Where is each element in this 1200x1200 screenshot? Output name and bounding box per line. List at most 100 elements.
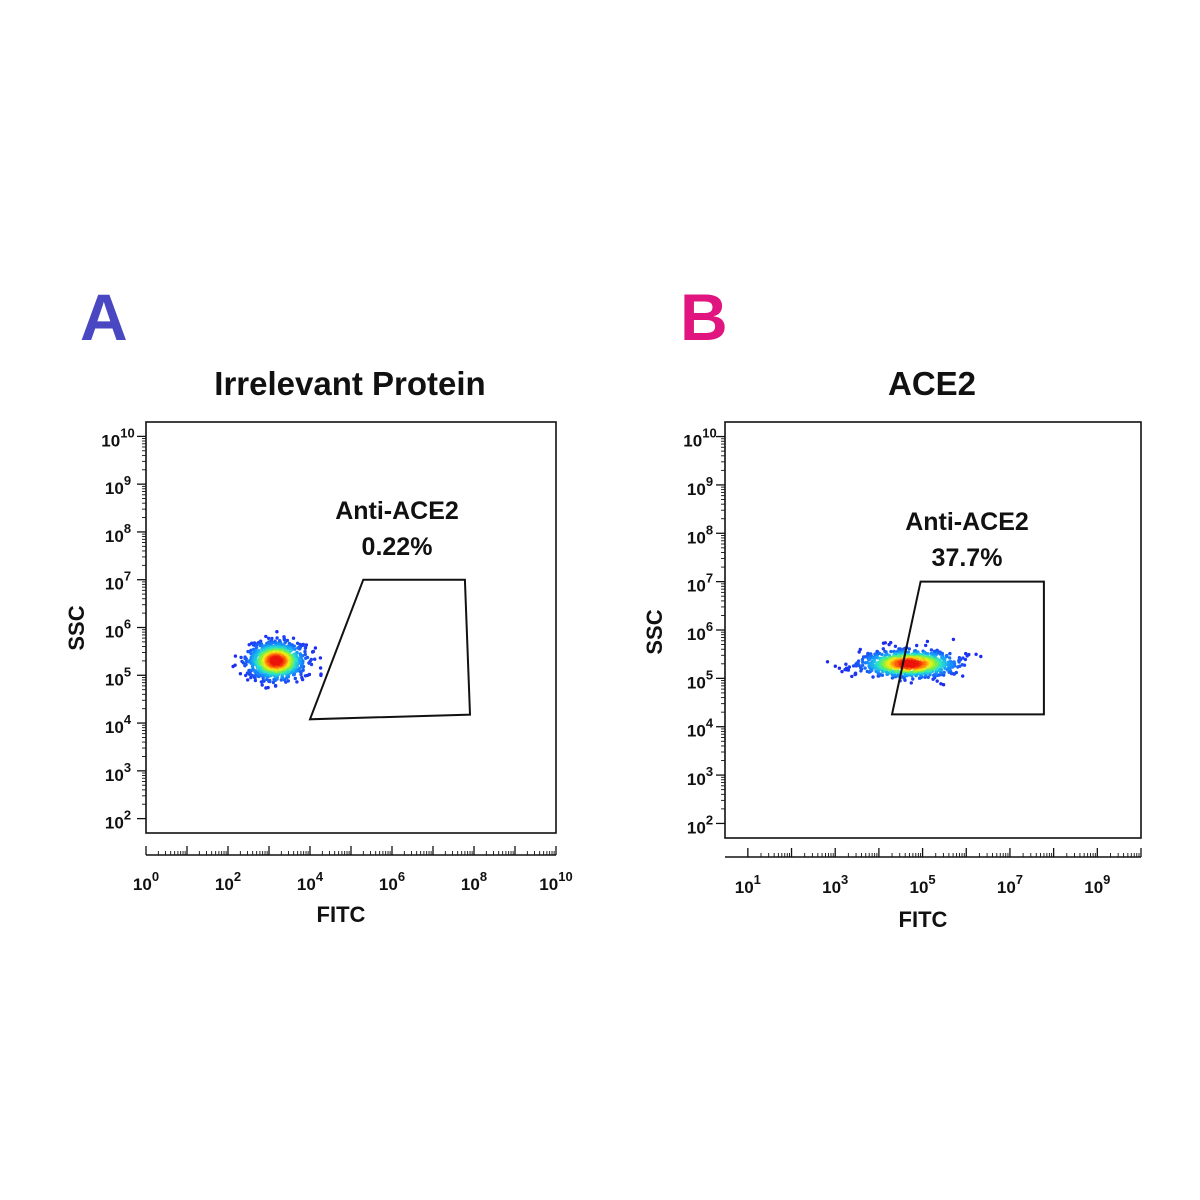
plot-frame [724, 421, 1142, 839]
y-tick-label: 104 [105, 712, 132, 737]
y-tick-label: 107 [687, 571, 713, 596]
event-point [246, 678, 250, 682]
event-point [957, 660, 961, 664]
event-point [825, 660, 830, 664]
y-tick-label: 105 [687, 667, 713, 692]
event-point [946, 663, 950, 667]
gate-name-label: Anti-ACE2 [335, 497, 459, 525]
event-point [857, 650, 861, 654]
event-point [318, 666, 323, 670]
y-axis-label: SSC [64, 605, 89, 650]
event-point [266, 685, 270, 690]
event-point [961, 674, 965, 678]
event-point [863, 666, 867, 670]
event-point [313, 646, 318, 650]
event-point [295, 680, 299, 684]
event-point [871, 675, 875, 679]
event-point [293, 676, 297, 681]
event-point [863, 655, 867, 659]
gate-polygon[interactable] [308, 578, 472, 721]
event-point [942, 670, 946, 675]
event-point [244, 662, 248, 667]
event-point [911, 677, 915, 681]
population-events [231, 630, 323, 690]
event-point [264, 634, 268, 639]
event-point [929, 648, 934, 652]
event-point [867, 658, 871, 662]
x-tick-label: 105 [910, 872, 936, 897]
event-point [847, 665, 852, 669]
event-point [303, 649, 307, 654]
event-point [244, 657, 248, 661]
event-point [292, 672, 296, 676]
y-tick-label: 104 [687, 716, 714, 741]
gate-percent-label: 0.22% [362, 533, 433, 561]
event-point [889, 649, 893, 654]
event-point [840, 669, 844, 674]
x-tick-label: 106 [379, 869, 405, 894]
event-point [313, 657, 317, 661]
event-point [932, 649, 937, 653]
y-tick-label: 106 [105, 617, 131, 642]
x-tick-label: 104 [297, 869, 324, 894]
event-point [844, 662, 848, 666]
event-point [266, 636, 271, 640]
event-point [303, 674, 308, 678]
gate-polygon[interactable] [890, 580, 1045, 716]
gate-name-label: Anti-ACE2 [905, 508, 1029, 536]
x-axis-label: FITC [317, 902, 366, 927]
event-point [915, 643, 919, 648]
event-point [974, 652, 978, 656]
event-point [907, 647, 911, 651]
event-point [860, 657, 865, 662]
y-tick-label: 1010 [101, 425, 134, 450]
event-point [893, 644, 898, 648]
event-point [928, 663, 932, 668]
event-point [244, 673, 248, 678]
event-point [887, 642, 891, 647]
event-point [837, 666, 842, 670]
event-point [298, 653, 303, 657]
event-point [250, 664, 255, 669]
y-tick-label: 1010 [683, 426, 716, 451]
event-point [251, 667, 255, 671]
event-point [241, 661, 246, 665]
event-point [303, 652, 307, 657]
event-point [963, 657, 968, 662]
chart-panel-b: B ACE2 Anti-ACE2 37.7% 101 103 105 107 109 102 103… [642, 280, 1142, 932]
event-point [942, 673, 946, 677]
event-point [291, 636, 296, 640]
y-tick-label: 102 [687, 812, 713, 837]
event-point [319, 672, 323, 676]
plot-frame [145, 421, 557, 834]
event-point [275, 636, 279, 640]
y-tick-label: 102 [105, 808, 131, 833]
event-point [254, 669, 258, 673]
event-point [238, 672, 243, 676]
x-tick-label: 1010 [539, 869, 572, 894]
event-point [239, 655, 243, 660]
event-point [269, 642, 273, 646]
event-point [858, 647, 862, 652]
event-point [880, 652, 884, 657]
event-point [273, 683, 278, 688]
y-tick-label: 105 [105, 664, 131, 689]
chart-title: ACE2 [888, 365, 976, 402]
x-tick-label: 108 [461, 869, 487, 894]
event-point [860, 663, 865, 668]
panel-letter: A [80, 280, 128, 354]
event-point [956, 665, 960, 669]
event-point [939, 682, 943, 686]
event-point [865, 660, 869, 665]
event-point [850, 674, 854, 679]
y-tick-label: 107 [105, 569, 131, 594]
event-point [941, 683, 946, 687]
event-point [881, 641, 886, 645]
y-tick-label: 108 [105, 521, 131, 546]
event-point [906, 650, 911, 654]
event-point [943, 666, 947, 670]
event-point [310, 650, 315, 654]
x-axis-label: FITC [899, 907, 948, 932]
event-point [296, 646, 300, 650]
